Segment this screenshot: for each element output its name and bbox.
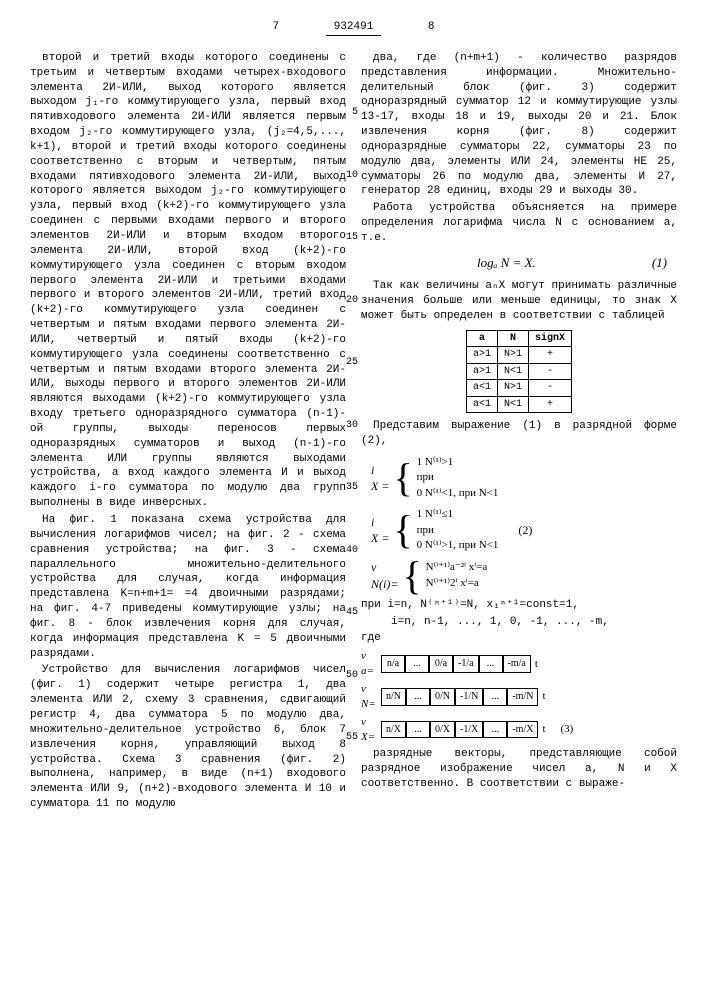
table-cell: N>1: [497, 347, 528, 364]
vector-cell: 0/a: [429, 655, 453, 673]
table-cell: a<1: [466, 396, 497, 413]
vector-cell: ...: [405, 655, 429, 673]
line-number: 30: [346, 419, 358, 433]
left-para-3: Устройство для вычисления логарифмов чис…: [30, 663, 346, 811]
table-cell: a>1: [466, 363, 497, 380]
math-expression-2: iX = { 1 N⁽¹⁾≤1 при 0 N⁽¹⁾>1, при N<1 (2…: [361, 507, 677, 553]
table-cell: N<1: [497, 363, 528, 380]
table-header: N: [497, 330, 528, 347]
formula-text: logₐ N = X.: [477, 255, 536, 270]
vector-cell: ...: [406, 688, 430, 706]
line-number: 40: [346, 544, 358, 558]
math-line: N⁽ⁱ⁺¹⁾a⁻²ⁱ xⁱ=a: [426, 560, 488, 575]
document-page: 7 932491 8 второй и третий входы которог…: [0, 0, 707, 834]
right-para-7: разрядные векторы, представляющие собой …: [361, 747, 677, 792]
math-expression-3: vN(i)= { N⁽ⁱ⁺¹⁾a⁻²ⁱ xⁱ=a N⁽ⁱ⁺¹⁾2ⁱ xⁱ=a: [361, 559, 677, 591]
vector-cell: -m/X: [507, 721, 538, 739]
right-para-4: Представим выражение (1) в разрядной фор…: [361, 419, 677, 449]
table-header: signX: [529, 330, 572, 347]
vector-a: va= n/a ... 0/a -1/a ... -m/a t: [361, 649, 677, 679]
right-para-1: два, где (n+m+1) - количество разрядов п…: [361, 51, 677, 199]
vector-cell: -1/X: [455, 721, 483, 739]
vector-suffix: t: [542, 689, 545, 704]
vector-cell: n/N: [381, 688, 406, 706]
table-cell: +: [529, 396, 572, 413]
table-cell: a<1: [466, 380, 497, 397]
vector-suffix: t: [542, 722, 545, 737]
left-column: второй и третий входы которого соединены…: [30, 51, 346, 814]
vector-cell: -m/N: [507, 688, 538, 706]
left-para-2: На фиг. 1 показана схема устройства для …: [30, 513, 346, 661]
page-num-left: 7: [272, 20, 279, 35]
right-para-2: Работа устройства объясняется на примере…: [361, 201, 677, 246]
math-line: 1 N⁽¹⁾≤1: [417, 507, 499, 522]
vector-cell: ...: [479, 655, 503, 673]
line-number: 15: [346, 231, 358, 245]
math-line: N⁽ⁱ⁺¹⁾2ⁱ xⁱ=a: [426, 576, 488, 591]
line-number: 25: [346, 356, 358, 370]
right-column: два, где (n+m+1) - количество разрядов п…: [361, 51, 677, 814]
vector-cell: 0/X: [430, 721, 455, 739]
right-para-6: где: [361, 631, 677, 646]
vector-suffix: t: [535, 657, 538, 672]
formula-1: logₐ N = X. (1): [361, 254, 677, 272]
equation-number: (3): [561, 722, 574, 737]
right-para-3: Так как величины aₙX могут принимать раз…: [361, 279, 677, 324]
table-cell: a>1: [466, 347, 497, 364]
math-line: 0 N⁽¹⁾>1, при N<1: [417, 538, 499, 553]
math-expression-1: iX = { 1 N⁽¹⁾>1 при 0 N⁽¹⁾<1, при N<1: [361, 455, 677, 501]
vector-cell: 0/N: [430, 688, 455, 706]
vector-cell: ...: [406, 721, 430, 739]
right-para-5: при i=n, N⁽ⁿ⁺¹⁾=N, x₁ⁿ⁺¹=const=1,: [361, 598, 677, 613]
math-line: 0 N⁽¹⁾<1, при N<1: [417, 486, 499, 501]
table-cell: -: [529, 363, 572, 380]
vector-cell: -1/N: [455, 688, 483, 706]
table-cell: -: [529, 380, 572, 397]
vector-X: vX= n/X ... 0/X -1/X ... -m/X t (3): [361, 715, 677, 745]
line-number: 35: [346, 481, 358, 495]
line-number: 50: [346, 669, 358, 683]
text-columns: второй и третий входы которого соединены…: [30, 51, 677, 814]
right-para-5b: i=n, n-1, ..., 1, 0, -1, ..., -m,: [361, 615, 677, 630]
page-num-right: 8: [428, 20, 435, 35]
line-number: 10: [346, 169, 358, 183]
line-number: 55: [346, 731, 358, 745]
vector-N: vN= n/N ... 0/N -1/N ... -m/N t: [361, 682, 677, 712]
math-line: при: [417, 470, 499, 485]
vector-cell: n/X: [381, 721, 406, 739]
vector-cell: ...: [483, 688, 507, 706]
table-cell: N>1: [497, 380, 528, 397]
line-number: 5: [352, 106, 358, 120]
equation-number: (1): [652, 254, 667, 272]
equation-number: (2): [518, 522, 532, 538]
left-para-1: второй и третий входы которого соединены…: [30, 51, 346, 511]
sign-table: a N signX a>1N>1+ a>1N<1- a<1N>1- a<1N<1…: [466, 330, 572, 414]
line-number: 45: [346, 606, 358, 620]
table-header: a: [466, 330, 497, 347]
vector-cell: -1/a: [453, 655, 479, 673]
math-line: 1 N⁽¹⁾>1: [417, 455, 499, 470]
document-number: 932491: [326, 20, 382, 36]
vector-cell: ...: [483, 721, 507, 739]
math-line: при: [417, 523, 499, 538]
vector-cell: n/a: [381, 655, 405, 673]
line-number: 20: [346, 294, 358, 308]
vector-cell: -m/a: [503, 655, 531, 673]
table-cell: N<1: [497, 396, 528, 413]
table-cell: +: [529, 347, 572, 364]
page-header: 7 932491 8: [30, 20, 677, 36]
